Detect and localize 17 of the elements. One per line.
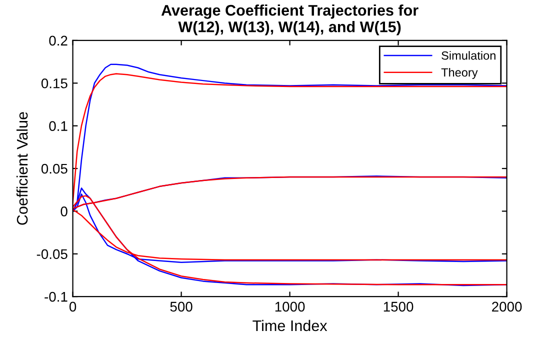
- x-tick-label: 1500: [384, 302, 414, 312]
- y-axis-title: Coefficient Value: [16, 112, 28, 225]
- y-tick-label: 0.2: [49, 36, 68, 46]
- legend-label: Theory: [441, 68, 478, 79]
- y-tick-label: -0.05: [36, 249, 68, 260]
- x-tick-label: 2000: [492, 302, 522, 312]
- x-axis-title: Time Index: [252, 320, 328, 332]
- x-tick-label: 0: [69, 302, 76, 312]
- y-tick-label: 0.05: [41, 164, 68, 174]
- legend-label: Simulation: [442, 51, 496, 60]
- x-tick-label: 1000: [275, 302, 305, 312]
- x-tick-label: 500: [170, 302, 192, 312]
- y-tick-label: -0.1: [44, 292, 68, 302]
- y-tick-label: 0.1: [49, 121, 68, 131]
- y-tick-label: 0.15: [41, 78, 68, 88]
- y-tick-label: 0: [60, 206, 68, 216]
- chart-title: Average Coefficient Trajectories for W(12), W(13), W(14), and W(15): [161, 4, 418, 36]
